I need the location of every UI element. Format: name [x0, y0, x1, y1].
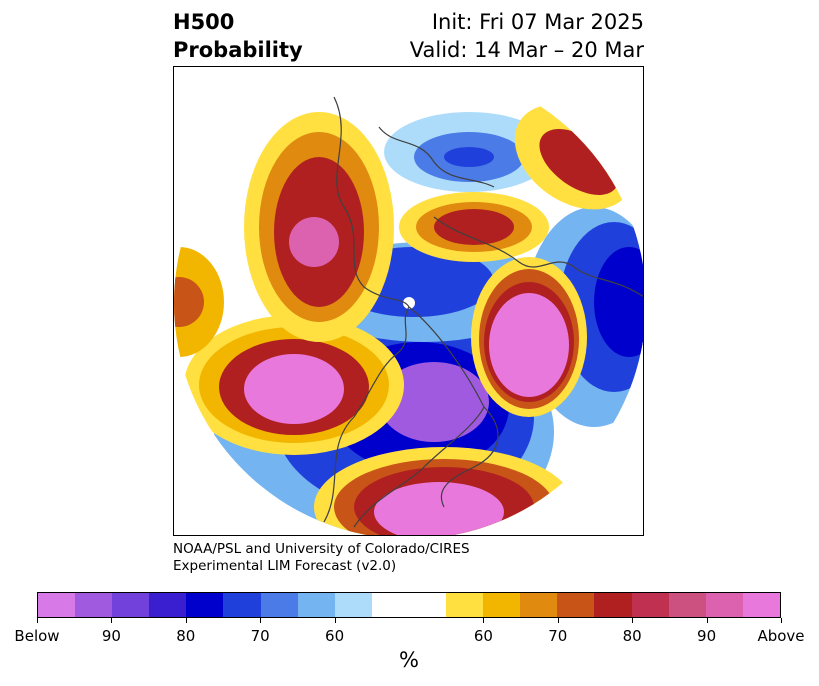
colorbar-swatch — [742, 593, 780, 617]
above-region-northeast-core — [539, 129, 619, 195]
above-region-atlantic-core — [489, 293, 569, 397]
credit-text: NOAA/PSL and University of Colorado/CIRE… — [173, 541, 470, 575]
colorbar-swatch — [38, 593, 76, 617]
colorbar-swatch — [483, 593, 521, 617]
colorbar-swatch — [186, 593, 224, 617]
above-region-south-core — [374, 482, 504, 535]
colorbar-tick-label: 60 — [325, 627, 345, 645]
credit-line-1: NOAA/PSL and University of Colorado/CIRE… — [173, 541, 470, 557]
map-title: H500 Probability — [173, 8, 303, 64]
colorbar-swatch — [557, 593, 595, 617]
colorbar-tick-label: 60 — [473, 627, 493, 645]
above-region-pacific-core — [244, 354, 344, 424]
colorbar-tick-mark — [557, 618, 559, 623]
colorbar-swatch — [668, 593, 706, 617]
colorbar-swatch — [371, 593, 409, 617]
colorbar-swatch — [297, 593, 335, 617]
forecast-dates: Init: Fri 07 Mar 2025 Valid: 14 Mar – 20… — [410, 8, 644, 64]
colorbar-tick-mark — [37, 618, 38, 623]
title-line-1: H500 — [173, 10, 235, 34]
title-line-2: Probability — [173, 38, 303, 62]
colorbar-swatch — [149, 593, 187, 617]
colorbar-swatch — [520, 593, 558, 617]
colorbar-swatch — [223, 593, 261, 617]
above-region-siberia-core — [289, 217, 339, 267]
colorbar-tick-label: Below — [14, 627, 60, 645]
probability-map — [173, 66, 644, 536]
credit-line-2: Experimental LIM Forecast (v2.0) — [173, 558, 397, 574]
colorbar-swatch — [260, 593, 298, 617]
colorbar-tick-mark — [334, 618, 336, 623]
colorbar-swatch — [705, 593, 743, 617]
colorbar-tick-mark — [260, 618, 262, 623]
colorbar-tick-label: 90 — [697, 627, 717, 645]
colorbar-swatch — [594, 593, 632, 617]
colorbar-tick-label: 70 — [548, 627, 568, 645]
map-canvas — [174, 67, 643, 535]
below-region-north-core — [444, 147, 494, 167]
colorbar-swatch — [446, 593, 484, 617]
colorbar-tick-mark — [632, 618, 634, 623]
above-region-west-edge-core — [174, 277, 204, 327]
colorbar-swatch — [112, 593, 150, 617]
colorbar-tick-label: 70 — [250, 627, 270, 645]
colorbar-tick-mark — [185, 618, 187, 623]
colorbar-swatch — [334, 593, 372, 617]
colorbar-unit-label: % — [399, 648, 419, 672]
colorbar-swatch — [408, 593, 447, 617]
colorbar-tick-label: 80 — [622, 627, 642, 645]
colorbar-tick-mark — [706, 618, 708, 623]
colorbar-tick-label: 90 — [101, 627, 121, 645]
colorbar-tick-mark — [111, 618, 113, 623]
below-region-north-america-inner — [379, 362, 489, 442]
colorbar-swatch — [75, 593, 113, 617]
colorbar-tick-label: Above — [757, 627, 805, 645]
colorbar-tick-mark — [483, 618, 485, 623]
colorbar-tick-mark — [781, 618, 782, 623]
map-center-pole — [403, 297, 415, 309]
below-region-east-core — [594, 247, 643, 357]
colorbar — [37, 592, 781, 618]
valid-range: Valid: 14 Mar – 20 Mar — [409, 38, 644, 62]
above-region-arctic-core — [434, 209, 514, 245]
colorbar-swatch — [631, 593, 669, 617]
init-date: Init: Fri 07 Mar 2025 — [431, 10, 644, 34]
colorbar-tick-label: 80 — [176, 627, 196, 645]
